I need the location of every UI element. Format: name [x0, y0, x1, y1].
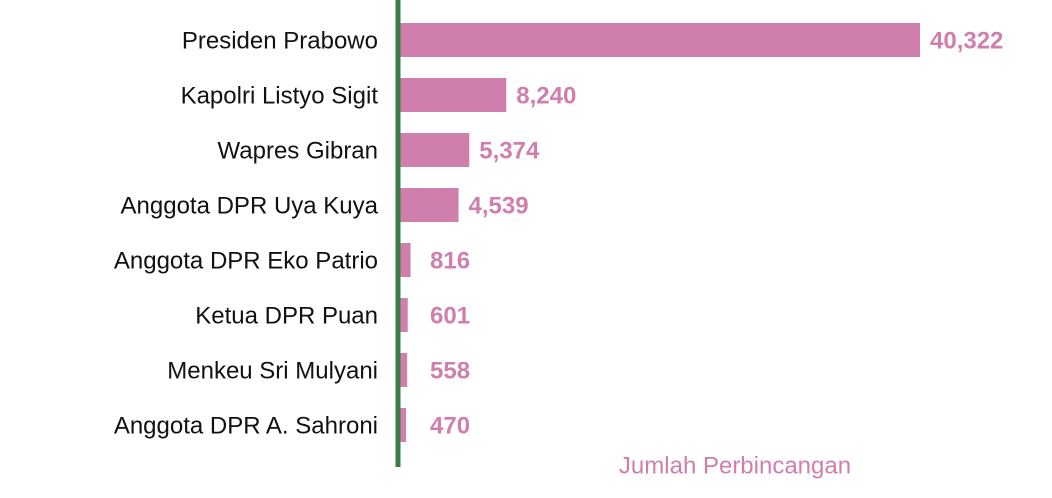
bar — [400, 78, 507, 112]
bar — [400, 243, 411, 277]
value-label: 4,539 — [469, 192, 529, 219]
bar — [400, 353, 408, 387]
category-label: Ketua DPR Puan — [195, 302, 378, 329]
bar — [400, 298, 408, 332]
value-label: 40,322 — [930, 27, 1003, 54]
category-label: Wapres Gibran — [218, 137, 379, 164]
value-label: 5,374 — [479, 137, 540, 164]
value-label: 816 — [430, 247, 470, 274]
bar — [400, 23, 920, 57]
bar — [400, 188, 459, 222]
category-label: Kapolri Listyo Sigit — [181, 82, 379, 109]
value-label: 470 — [430, 412, 470, 439]
category-label: Menkeu Sri Mulyani — [167, 357, 378, 384]
value-label: 8,240 — [516, 82, 576, 109]
category-label: Anggota DPR A. Sahroni — [114, 412, 378, 439]
value-label: 601 — [430, 302, 470, 329]
bar — [400, 408, 407, 442]
category-label: Anggota DPR Eko Patrio — [114, 247, 378, 274]
category-label: Presiden Prabowo — [182, 27, 378, 54]
x-axis-label: Jumlah Perbincangan — [619, 452, 851, 479]
value-label: 558 — [430, 357, 470, 384]
bar — [400, 133, 470, 167]
category-label: Anggota DPR Uya Kuya — [121, 192, 379, 219]
